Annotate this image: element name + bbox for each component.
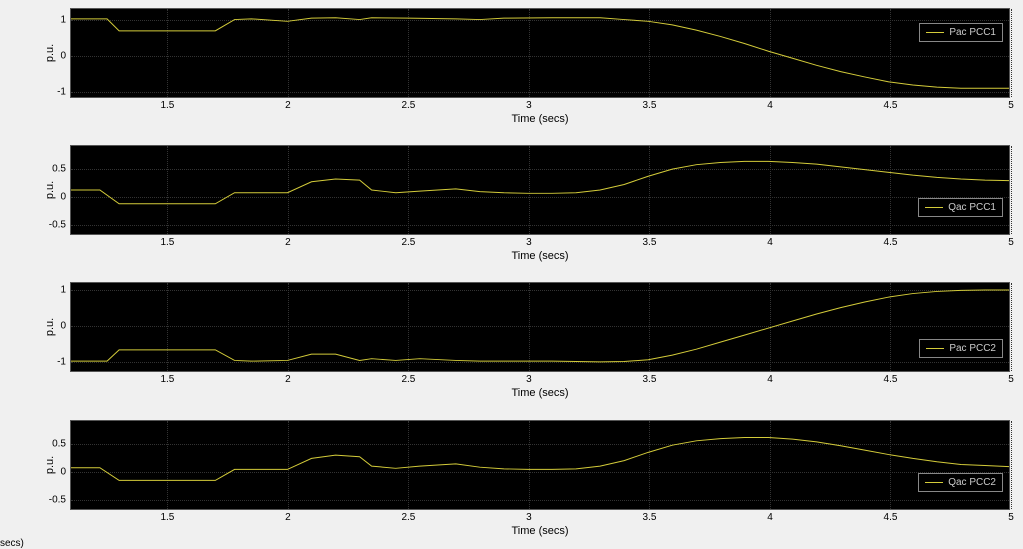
legend: Qac PCC2 [918,473,1003,492]
x-tick-label: 4.5 [884,237,898,248]
legend-label: Pac PCC1 [949,27,996,38]
x-tick-label: 3 [526,374,532,385]
legend-line-swatch [925,482,943,483]
y-axis-label: p.u. [44,181,56,199]
x-tick-label: 4 [767,100,773,111]
trace-svg [71,283,1009,371]
x-tick-label: 4.5 [884,374,898,385]
x-tick-label: 1.5 [160,237,174,248]
legend-line-swatch [926,32,944,33]
legend-line-swatch [926,348,944,349]
grid-line-v [1011,421,1012,509]
x-tick-label: 3 [526,512,532,523]
y-tick-label: -0.5 [49,494,66,505]
y-tick-label: 1 [60,14,66,25]
cutoff-text: secs) [0,538,24,549]
chart-1: -0.500.51.522.533.544.55Qac PCC1p.u.Time… [70,145,1010,235]
x-tick-label: 4 [767,374,773,385]
plot-area: -1011.522.533.544.55Pac PCC2p.u.Time (se… [70,282,1010,372]
y-tick-label: 0 [60,321,66,332]
x-tick-label: 4 [767,512,773,523]
y-tick-label: 1 [60,285,66,296]
y-tick-label: -1 [57,357,66,368]
x-tick-label: 2 [285,237,291,248]
x-tick-label: 5 [1008,374,1014,385]
x-tick-label: 5 [1008,512,1014,523]
plot-area: -0.500.51.522.533.544.55Qac PCC1p.u.Time… [70,145,1010,235]
y-axis-label: p.u. [44,44,56,62]
y-tick-label: 0 [60,466,66,477]
trace-svg [71,9,1009,97]
x-tick-label: 3 [526,100,532,111]
y-tick-label: 0.5 [52,438,66,449]
x-tick-label: 5 [1008,100,1014,111]
x-tick-label: 4.5 [884,512,898,523]
grid-line-v [1011,9,1012,97]
y-tick-label: -1 [57,86,66,97]
chart-3: -0.500.51.522.533.544.55Qac PCC2p.u.Time… [70,420,1010,510]
x-tick-label: 4.5 [884,100,898,111]
x-tick-label: 2.5 [401,512,415,523]
trace-svg [71,421,1009,509]
chart-2: -1011.522.533.544.55Pac PCC2p.u.Time (se… [70,282,1010,372]
x-tick-label: 1.5 [160,100,174,111]
data-line [71,438,1009,481]
y-axis-label: p.u. [44,318,56,336]
grid-line-v [1011,283,1012,371]
x-tick-label: 5 [1008,237,1014,248]
x-tick-label: 3.5 [643,512,657,523]
x-tick-label: 2.5 [401,374,415,385]
y-tick-label: 0 [60,191,66,202]
x-axis-label: Time (secs) [511,250,568,262]
legend: Pac PCC1 [919,23,1003,42]
x-tick-label: 2 [285,374,291,385]
plot-area: -1011.522.533.544.55Pac PCC1p.u.Time (se… [70,8,1010,98]
y-axis-label: p.u. [44,456,56,474]
legend-line-swatch [925,207,943,208]
y-tick-label: -0.5 [49,219,66,230]
x-axis-label: Time (secs) [511,387,568,399]
trace-svg [71,146,1009,234]
legend-label: Qac PCC1 [948,202,996,213]
x-tick-label: 3 [526,237,532,248]
legend: Pac PCC2 [919,339,1003,358]
plot-area: -0.500.51.522.533.544.55Qac PCC2p.u.Time… [70,420,1010,510]
x-tick-label: 1.5 [160,512,174,523]
y-tick-label: 0 [60,50,66,61]
x-axis-label: Time (secs) [511,113,568,125]
x-tick-label: 3.5 [643,237,657,248]
x-tick-label: 4 [767,237,773,248]
x-tick-label: 2 [285,512,291,523]
x-tick-label: 3.5 [643,374,657,385]
x-tick-label: 3.5 [643,100,657,111]
chart-0: -1011.522.533.544.55Pac PCC1p.u.Time (se… [70,8,1010,98]
data-line [71,18,1009,88]
grid-line-v [1011,146,1012,234]
legend: Qac PCC1 [918,198,1003,217]
x-tick-label: 1.5 [160,374,174,385]
y-tick-label: 0.5 [52,163,66,174]
legend-label: Qac PCC2 [948,477,996,488]
data-line [71,290,1009,362]
legend-label: Pac PCC2 [949,343,996,354]
x-tick-label: 2.5 [401,100,415,111]
x-tick-label: 2.5 [401,237,415,248]
x-tick-label: 2 [285,100,291,111]
data-line [71,161,1009,203]
x-axis-label: Time (secs) [511,525,568,537]
